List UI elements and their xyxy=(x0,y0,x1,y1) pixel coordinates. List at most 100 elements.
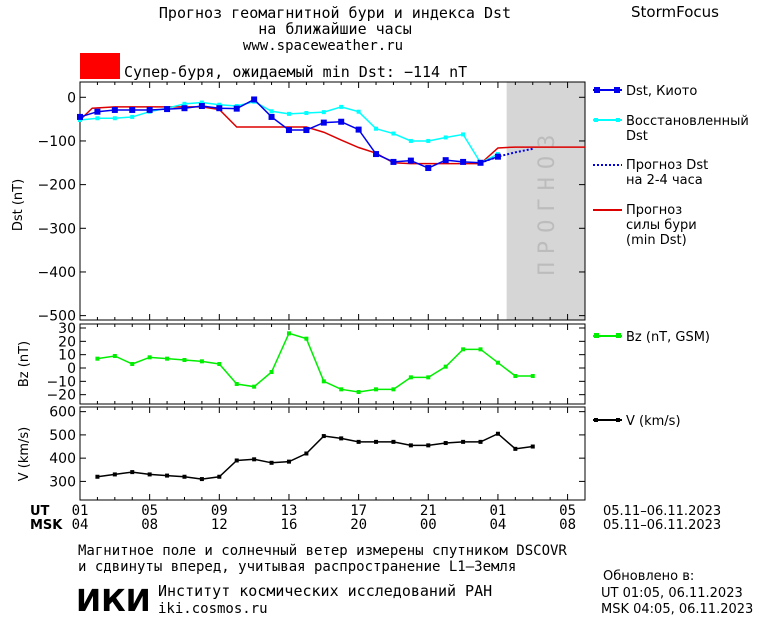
bz-point-0-22 xyxy=(478,347,483,352)
bz-point-0-7 xyxy=(217,362,222,366)
msk-tick-label-5: 00 xyxy=(420,517,437,533)
v-point-0-21 xyxy=(461,439,466,444)
v-point-0-2 xyxy=(130,470,135,475)
legend-item-dst-kyoto: Dst, Киото xyxy=(593,84,697,99)
bz-ytick-label-3: 0 xyxy=(67,361,76,377)
msk-tick-label-0: 04 xyxy=(72,517,89,533)
msk-tick-label-1: 08 xyxy=(141,517,158,533)
v-point-0-5 xyxy=(182,474,187,479)
dst-point-1-22 xyxy=(461,132,466,137)
dst-ytick-label-0: 0 xyxy=(67,90,76,106)
v-point-0-8 xyxy=(234,458,239,463)
bz-point-0-21 xyxy=(461,347,466,352)
dst-point-0-5 xyxy=(164,106,171,113)
dst-point-1-20 xyxy=(426,138,431,143)
v-series-line-0 xyxy=(97,432,533,480)
dst-point-1-18 xyxy=(391,131,396,136)
dst-series-layer xyxy=(77,96,585,172)
ut-tick-label-5: 21 xyxy=(420,503,437,519)
ut-tick-label-3: 13 xyxy=(281,503,298,519)
bz-point-0-16 xyxy=(374,387,379,392)
dst-point-0-3 xyxy=(129,106,136,113)
dst-point-1-14 xyxy=(321,110,326,115)
dst-point-1-17 xyxy=(374,126,379,131)
v-point-0-12 xyxy=(304,451,309,456)
forecast-zone xyxy=(506,82,585,320)
v-point-0-20 xyxy=(443,441,448,446)
dst-point-0-17 xyxy=(373,151,380,158)
legend-marker-bz-2 xyxy=(616,333,621,338)
footer-note-line2: и сдвинуты вперед, учитывая распростране… xyxy=(78,559,516,575)
bz-point-0-3 xyxy=(147,355,152,360)
legend-item-storm-forecast: Прогноз силы бури (min Dst) xyxy=(593,203,697,248)
forecast-zone-label: ПРОГНОЗ xyxy=(535,127,560,276)
bz-ylabel: Bz (nT) xyxy=(17,341,32,387)
updated-label: Обновлено в: xyxy=(603,569,694,584)
site-url[interactable]: www.spaceweather.ru xyxy=(243,38,403,54)
institute-url[interactable]: iki.cosmos.ru xyxy=(158,601,268,617)
ut-tick-label-4: 17 xyxy=(350,503,367,519)
legend-label-dst-restored-1: Восстановленный xyxy=(626,114,749,129)
v-point-0-23 xyxy=(495,431,500,436)
updated-ut: UT 01:05, 06.11.2023 xyxy=(601,586,743,601)
dst-point-1-16 xyxy=(356,109,361,114)
dst-point-1-7 xyxy=(199,100,204,105)
bz-point-0-2 xyxy=(130,362,135,366)
v-point-0-11 xyxy=(286,459,291,464)
legend-label-dst-forecast-2: на 2-4 часа xyxy=(626,173,703,188)
bz-plot-frame xyxy=(79,323,586,405)
dst-ytick-label-5: −500 xyxy=(38,309,76,325)
bz-ytick-label-2: 10 xyxy=(58,348,76,364)
legend-marker-bz xyxy=(594,333,599,338)
legend-label-bz: Bz (nT, GSM) xyxy=(626,330,710,345)
dst-series-line-2 xyxy=(480,147,533,164)
dst-ytick-label-4: −400 xyxy=(38,265,76,281)
updated-msk: MSK 04:05, 06.11.2023 xyxy=(601,602,753,617)
legend-label-dst-kyoto: Dst, Киото xyxy=(626,84,697,99)
bz-point-0-19 xyxy=(426,375,431,380)
bz-point-0-23 xyxy=(495,360,500,365)
bz-ytick-label-4: −10 xyxy=(46,374,76,390)
alert-text: Супер-буря, ожидаемый min Dst: −114 nT xyxy=(124,63,467,81)
v-ylabel: V (km/s) xyxy=(17,427,32,482)
dst-point-0-0 xyxy=(77,113,83,120)
v-point-0-4 xyxy=(165,473,170,478)
bz-point-0-8 xyxy=(234,382,239,386)
legend: Dst, Киото Восстановленный Dst Прогноз D… xyxy=(593,84,749,429)
bz-point-0-9 xyxy=(252,384,257,389)
dst-plot-frame xyxy=(79,81,586,321)
v-point-0-15 xyxy=(356,439,361,444)
legend-item-bz: Bz (nT, GSM) xyxy=(593,330,710,345)
dst-panel: ПРОГНОЗ 0 −100 −200 −300 −400 −500 Dst (nT) xyxy=(11,81,586,325)
dst-point-0-19 xyxy=(407,157,414,164)
legend-marker-v xyxy=(594,418,598,422)
footer-note-line1: Магнитное поле и солнечный ветер измерен… xyxy=(78,543,567,559)
dst-point-0-18 xyxy=(390,158,397,165)
bz-point-0-13 xyxy=(321,379,326,384)
dst-point-0-22 xyxy=(460,158,467,165)
bz-point-0-24 xyxy=(513,374,518,378)
ut-tick-label-1: 05 xyxy=(141,503,158,519)
v-plot-frame xyxy=(79,406,586,501)
dst-point-0-9 xyxy=(233,105,240,112)
dst-point-1-6 xyxy=(182,101,187,106)
legend-label-dst-restored-2: Dst xyxy=(626,129,648,144)
v-axis-ticks: 600 500 400 300 xyxy=(49,405,586,500)
dst-point-0-14 xyxy=(320,119,327,126)
dst-point-0-4 xyxy=(146,106,153,113)
v-point-0-1 xyxy=(112,472,117,477)
v-ytick-label-3: 300 xyxy=(49,474,76,490)
dst-series-line-0 xyxy=(79,98,499,169)
v-point-0-9 xyxy=(252,457,257,462)
v-point-0-24 xyxy=(513,446,518,451)
dst-axis-ticks: 0 −100 −200 −300 −400 −500 xyxy=(38,82,586,325)
legend-label-v: V (km/s) xyxy=(626,414,681,429)
ut-tick-label-0: 01 xyxy=(72,503,89,519)
dst-point-1-2 xyxy=(112,116,117,121)
brand-label: StormFocus xyxy=(631,3,719,21)
legend-marker-dst-kyoto-2 xyxy=(614,87,620,93)
legend-item-dst-restored: Восстановленный Dst xyxy=(593,114,749,144)
v-point-0-10 xyxy=(269,460,274,465)
